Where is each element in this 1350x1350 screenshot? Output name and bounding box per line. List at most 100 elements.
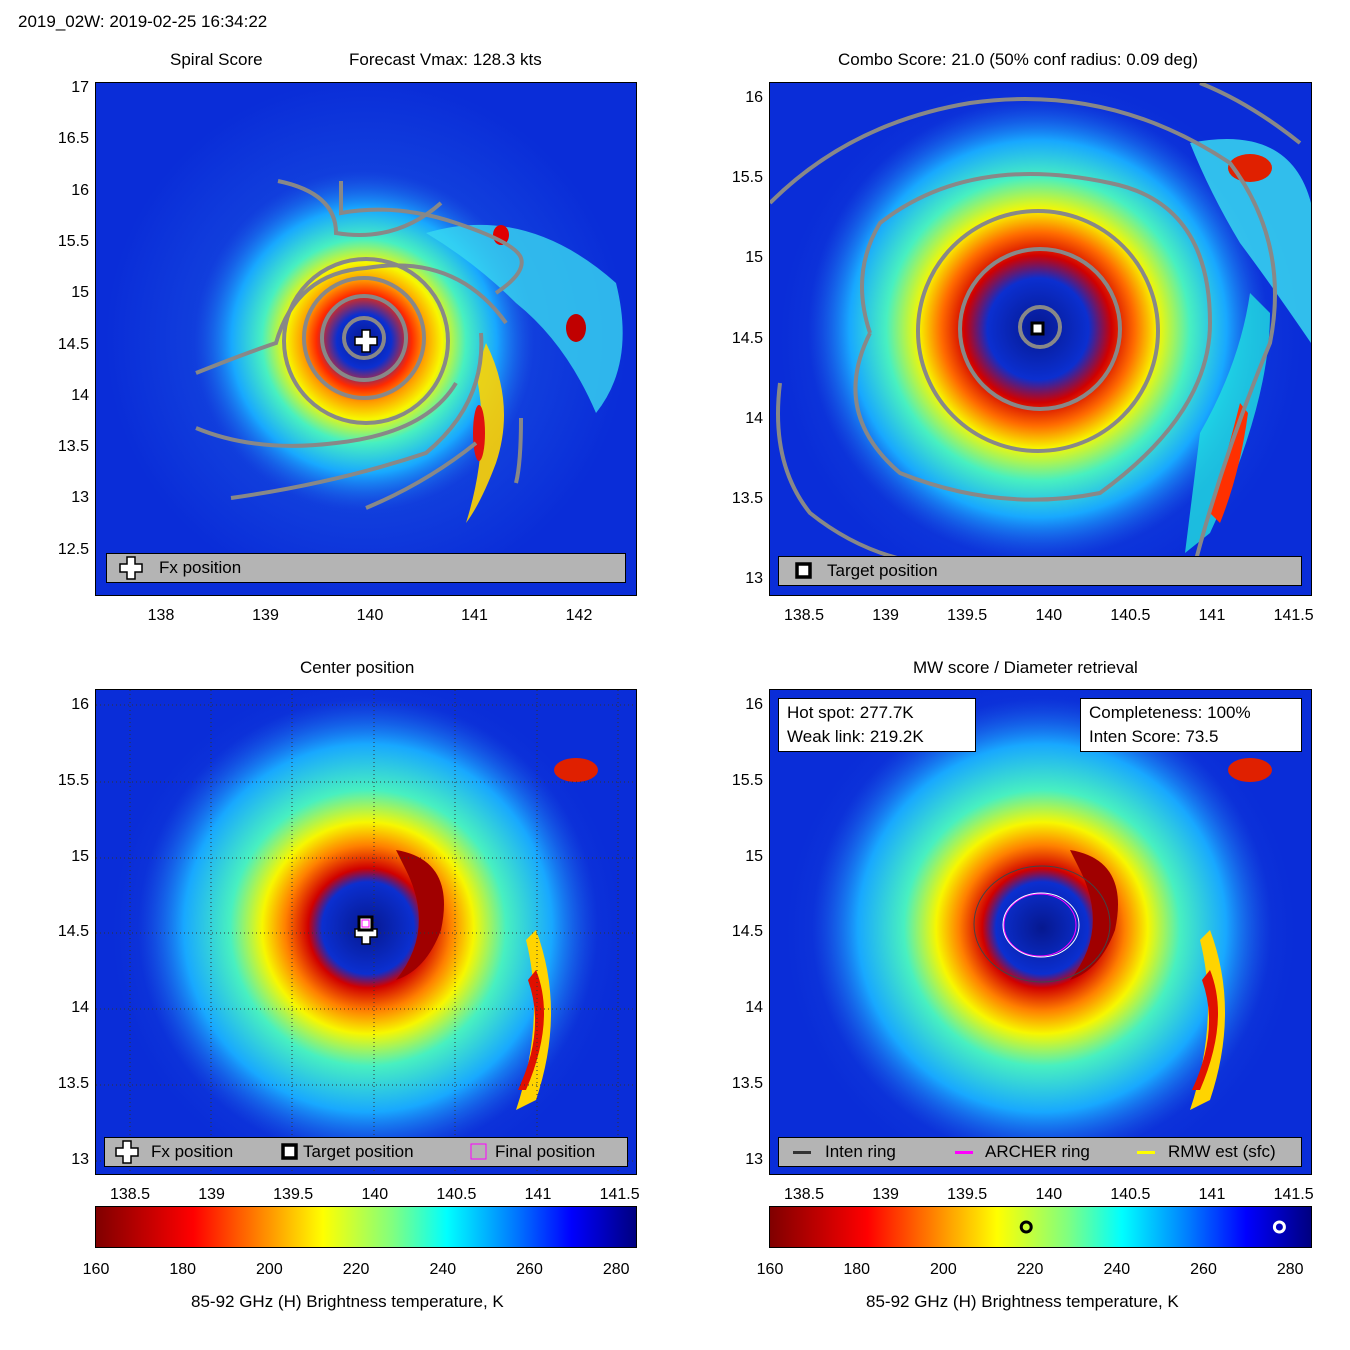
final-legend-icon bbox=[470, 1143, 487, 1160]
center-ytick: 13 bbox=[71, 1150, 89, 1168]
spiral-score-plot: Fx position bbox=[95, 82, 637, 596]
fx-legend-label-center: Fx position bbox=[151, 1142, 234, 1161]
mw-xtick: 141 bbox=[1198, 1186, 1226, 1203]
archer-legend-label: ARCHER ring bbox=[985, 1142, 1090, 1161]
spiral-title: Spiral Score bbox=[170, 50, 263, 69]
rmw-legend-label: RMW est (sfc) bbox=[1168, 1142, 1276, 1161]
combo-xtick: 140.5 bbox=[1110, 607, 1151, 624]
colorbar-right-tick: 180 bbox=[843, 1261, 871, 1278]
spiral-ytick: 14.5 bbox=[57, 335, 89, 353]
mw-xtick: 139 bbox=[872, 1186, 899, 1203]
completeness-text: Completeness: 100% bbox=[1089, 703, 1251, 722]
mw-xtick: 139.5 bbox=[947, 1186, 988, 1203]
combo-title: Combo Score: 21.0 (50% conf radius: 0.09… bbox=[838, 50, 1199, 69]
colorbar-left-tick: 180 bbox=[169, 1261, 197, 1278]
fx-legend-icon bbox=[119, 556, 143, 580]
combo-ytick: 16 bbox=[745, 89, 763, 106]
mw-info-right: Completeness: 100% Inten Score: 73.5 bbox=[1080, 698, 1302, 752]
center-legend: Fx position Target position Final positi… bbox=[104, 1137, 628, 1167]
colorbar-left bbox=[95, 1206, 637, 1248]
combo-ytick: 13.5 bbox=[731, 490, 763, 507]
spiral-xtick: 139 bbox=[252, 607, 279, 624]
combo-xtick: 139 bbox=[872, 607, 899, 624]
combo-legend: Target position bbox=[778, 556, 1302, 586]
center-ytick: 14 bbox=[71, 999, 89, 1017]
spiral-ytick: 17 bbox=[71, 79, 89, 96]
combo-xtick: 141.5 bbox=[1273, 607, 1314, 624]
mw-ytick: 14 bbox=[745, 999, 763, 1017]
inten-legend-swatch bbox=[793, 1151, 811, 1154]
colorbar-left-tick: 220 bbox=[342, 1261, 370, 1278]
mw-field bbox=[812, 698, 1272, 1158]
inten-ring bbox=[973, 865, 1111, 983]
colorbar-markers bbox=[1019, 1220, 1286, 1234]
center-ytick: 16 bbox=[71, 696, 89, 713]
colorbar-right-tick: 280 bbox=[1276, 1261, 1304, 1278]
colorbar-right bbox=[769, 1206, 1312, 1248]
spiral-ytick: 12.5 bbox=[57, 540, 89, 558]
archer-legend-swatch bbox=[955, 1151, 973, 1154]
center-ytick: 13.5 bbox=[57, 1075, 89, 1092]
target-legend-label-center: Target position bbox=[303, 1142, 414, 1161]
center-position-plot: Fx position Target position Final positi… bbox=[95, 689, 637, 1175]
target-position-marker bbox=[1030, 321, 1045, 336]
center-xtick: 140 bbox=[361, 1186, 389, 1203]
colorbar-right-tick: 200 bbox=[930, 1261, 957, 1278]
colorbar-right-tick: 160 bbox=[756, 1261, 784, 1278]
hot-spot-text: Hot spot: 277.7K bbox=[787, 703, 914, 722]
fx-legend-icon-center bbox=[115, 1140, 139, 1164]
mw-ytick: 14.5 bbox=[731, 923, 763, 941]
combo-xtick: 139.5 bbox=[947, 607, 988, 624]
target-legend-icon bbox=[795, 562, 812, 579]
archer-ring bbox=[1003, 893, 1077, 957]
combo-ytick: 15 bbox=[745, 249, 763, 267]
header-title: 2019_02W: 2019-02-25 16:34:22 bbox=[18, 12, 268, 31]
mw-info-left: Hot spot: 277.7K Weak link: 219.2K bbox=[778, 698, 976, 752]
mw-ytick: 16 bbox=[745, 696, 763, 713]
final-legend-label: Final position bbox=[495, 1142, 596, 1161]
final-position-marker bbox=[361, 919, 370, 928]
center-field bbox=[96, 690, 636, 1174]
weak-link-text: Weak link: 219.2K bbox=[787, 727, 924, 746]
spiral-ytick: 13 bbox=[71, 489, 89, 507]
spiral-xtick: 140 bbox=[356, 607, 384, 624]
target-legend-label: Target position bbox=[827, 561, 938, 580]
mw-score-plot: Hot spot: 277.7K Weak link: 219.2K Compl… bbox=[769, 689, 1312, 1175]
mw-legend: Inten ring ARCHER ring RMW est (sfc) bbox=[778, 1137, 1302, 1167]
mw-ytick: 13.5 bbox=[731, 1075, 763, 1092]
combo-ytick: 15.5 bbox=[731, 169, 763, 187]
target-legend-icon-center bbox=[281, 1143, 298, 1160]
fx-position-marker bbox=[354, 329, 378, 353]
spiral-ytick: 16 bbox=[71, 181, 89, 199]
center-ytick: 15.5 bbox=[57, 771, 89, 789]
combo-ytick: 13 bbox=[745, 570, 763, 588]
spiral-ytick: 15 bbox=[71, 284, 89, 302]
rmw-legend-swatch bbox=[1137, 1151, 1155, 1154]
colorbar-left-tick: 200 bbox=[256, 1261, 283, 1278]
inten-legend-label: Inten ring bbox=[825, 1142, 896, 1161]
mw-xtick: 140 bbox=[1035, 1186, 1063, 1203]
combo-ytick: 14 bbox=[745, 409, 763, 427]
spiral-xtick: 142 bbox=[565, 607, 593, 624]
combo-xtick: 140 bbox=[1035, 607, 1063, 624]
colorbar-left-tick: 160 bbox=[82, 1261, 110, 1278]
center-xtick: 139.5 bbox=[273, 1186, 314, 1203]
spiral-ytick: 15.5 bbox=[57, 232, 89, 250]
spiral-vmax: Forecast Vmax: 128.3 kts bbox=[349, 50, 542, 69]
center-xtick: 140.5 bbox=[436, 1186, 477, 1203]
colorbar-label-right: 85-92 GHz (H) Brightness temperature, K bbox=[866, 1292, 1179, 1311]
combo-xtick: 138.5 bbox=[783, 607, 825, 624]
center-gridlines bbox=[96, 690, 636, 1174]
center-xtick: 141.5 bbox=[599, 1186, 640, 1203]
spiral-ytick: 14 bbox=[71, 386, 89, 404]
mw-xtick: 138.5 bbox=[783, 1186, 825, 1203]
colorbar-left-tick: 240 bbox=[429, 1261, 457, 1278]
weak-link-marker bbox=[1019, 1220, 1033, 1234]
target-position-marker-center bbox=[357, 915, 374, 932]
colorbar-right-tick: 260 bbox=[1190, 1261, 1217, 1278]
center-ytick: 14.5 bbox=[57, 923, 89, 941]
combo-ytick: 14.5 bbox=[731, 329, 763, 347]
spiral-ytick: 16.5 bbox=[57, 130, 89, 148]
mw-xtick: 140.5 bbox=[1110, 1186, 1151, 1203]
spiral-xtick: 138 bbox=[147, 607, 175, 624]
